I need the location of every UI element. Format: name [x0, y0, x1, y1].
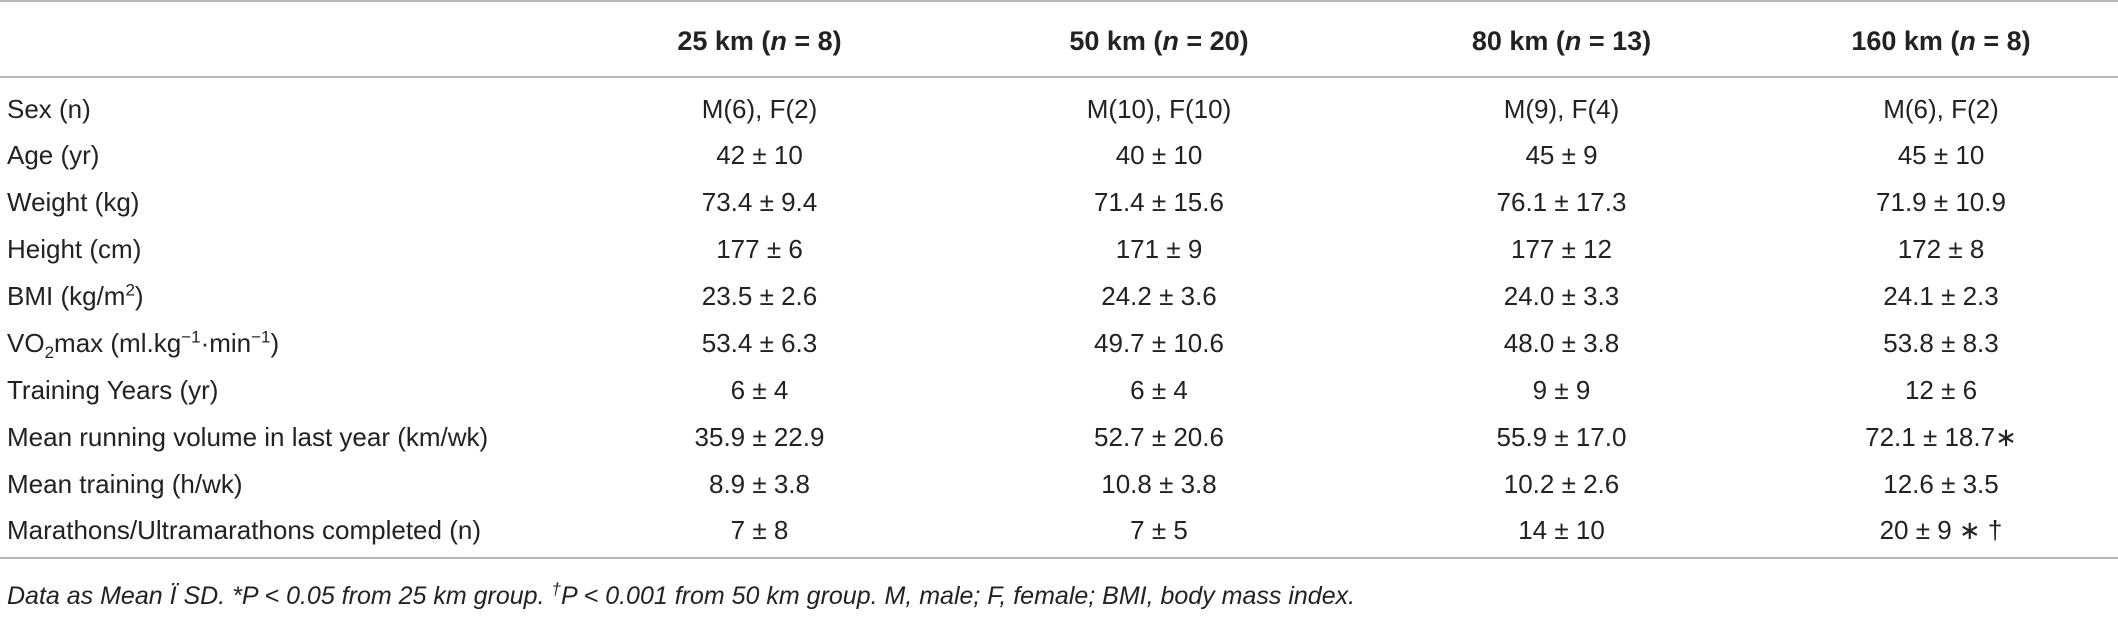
row-label: Height (cm) [7, 234, 142, 264]
cell-160km: 172 ± 8 [1897, 234, 1985, 264]
header-160km: 160 km (n = 8) [1764, 0, 2118, 78]
cell-50km: 24.2 ± 3.6 [1101, 281, 1217, 311]
cell-25km: 73.4 ± 9.4 [701, 187, 818, 217]
cell-25km: 177 ± 6 [716, 234, 803, 264]
header-80km: 80 km (n = 13) [1359, 0, 1764, 78]
table-row: Height (cm) 177 ± 6 171 ± 9 177 ± 12 172… [0, 226, 2118, 273]
cell-80km: M(9), F(4) [1503, 93, 1620, 124]
table-row: Sex (n) M(6), F(2) M(10), F(10) M(9), F(… [0, 77, 2118, 132]
table-row: Marathons/Ultramarathons completed (n) 7… [0, 508, 2118, 559]
cell-80km: 24.0 ± 3.3 [1503, 281, 1620, 311]
cell-80km: 76.1 ± 17.3 [1496, 187, 1627, 217]
table-row: VO2max (ml.kg−1·min−1) 53.4 ± 6.3 49.7 ±… [0, 320, 2118, 367]
cell-160km: 53.8 ± 8.3 [1883, 328, 1999, 358]
cell-50km: 7 ± 5 [959, 508, 1359, 559]
cell-50km: M(10), F(10) [1086, 93, 1232, 124]
demographics-table: 25 km (n = 8) 50 km (n = 20) 80 km (n = … [0, 0, 2118, 559]
table-row: Mean running volume in last year (km/wk)… [0, 414, 2118, 461]
cell-25km: 8.9 ± 3.8 [708, 469, 810, 499]
cell-25km: 7 ± 8 [560, 508, 959, 559]
header-25km: 25 km (n = 8) [560, 0, 959, 78]
table-row: Weight (kg) 73.4 ± 9.4 71.4 ± 15.6 76.1 … [0, 179, 2118, 226]
cell-50km: 171 ± 9 [1115, 234, 1203, 264]
cell-80km: 48.0 ± 3.8 [1503, 328, 1620, 358]
cell-50km: 49.7 ± 10.6 [1094, 328, 1224, 358]
cell-80km: 55.9 ± 17.0 [1496, 422, 1627, 452]
cell-160km: 12 ± 6 [1904, 375, 1978, 405]
cell-160km: 72.1 ± 18.7∗ [1865, 422, 2017, 452]
cell-25km: 6 ± 4 [730, 375, 789, 405]
row-label: Mean training (h/wk) [7, 469, 243, 499]
cell-25km: 42 ± 10 [716, 140, 803, 170]
table-footnote: Data as Mean Ï SD. *P < 0.05 from 25 km … [7, 579, 1356, 610]
cell-80km: 45 ± 9 [1525, 140, 1598, 170]
table-row: Mean training (h/wk) 8.9 ± 3.8 10.8 ± 3.… [0, 461, 2118, 508]
cell-50km: 71.4 ± 15.6 [1094, 187, 1224, 217]
cell-80km: 9 ± 9 [1532, 375, 1591, 405]
row-label: Age (yr) [7, 140, 100, 170]
row-label: Training Years (yr) [7, 375, 219, 405]
row-label: BMI (kg/m2) [7, 280, 144, 311]
table-row: Training Years (yr) 6 ± 4 6 ± 4 9 ± 9 12… [0, 367, 2118, 414]
cell-160km: 24.1 ± 2.3 [1883, 281, 1999, 311]
row-label: VO2max (ml.kg−1·min−1) [7, 327, 280, 363]
cell-25km: 35.9 ± 22.9 [694, 422, 825, 452]
cell-80km: 10.2 ± 2.6 [1503, 469, 1620, 499]
cell-50km: 10.8 ± 3.8 [1101, 469, 1217, 499]
cell-160km: 20 ± 9 ∗ † [1764, 508, 2118, 559]
cell-80km: 177 ± 12 [1510, 234, 1613, 264]
row-label: Mean running volume in last year (km/wk) [7, 422, 489, 452]
cell-50km: 52.7 ± 20.6 [1094, 422, 1224, 452]
cell-25km: 23.5 ± 2.6 [701, 281, 818, 311]
cell-25km: 53.4 ± 6.3 [701, 328, 818, 358]
header-50km: 50 km (n = 20) [959, 0, 1359, 78]
row-label: Weight (kg) [7, 187, 140, 217]
header-blank [0, 0, 560, 78]
cell-50km: 6 ± 4 [1130, 375, 1188, 405]
cell-50km: 40 ± 10 [1115, 140, 1203, 170]
table-row: BMI (kg/m2) 23.5 ± 2.6 24.2 ± 3.6 24.0 ±… [0, 273, 2118, 320]
cell-80km: 14 ± 10 [1359, 508, 1764, 559]
cell-160km: 12.6 ± 3.5 [1883, 469, 1999, 499]
table-header-row: 25 km (n = 8) 50 km (n = 20) 80 km (n = … [0, 0, 2118, 78]
row-label: Marathons/Ultramarathons completed (n) [0, 508, 560, 559]
cell-160km: M(6), F(2) [1883, 93, 1999, 124]
cell-160km: 45 ± 10 [1897, 140, 1985, 170]
row-label: Sex (n) [7, 93, 91, 124]
cell-160km: 71.9 ± 10.9 [1876, 187, 2006, 217]
cell-25km: M(6), F(2) [701, 93, 818, 124]
table-row: Age (yr) 42 ± 10 40 ± 10 45 ± 9 45 ± 10 [0, 132, 2118, 179]
